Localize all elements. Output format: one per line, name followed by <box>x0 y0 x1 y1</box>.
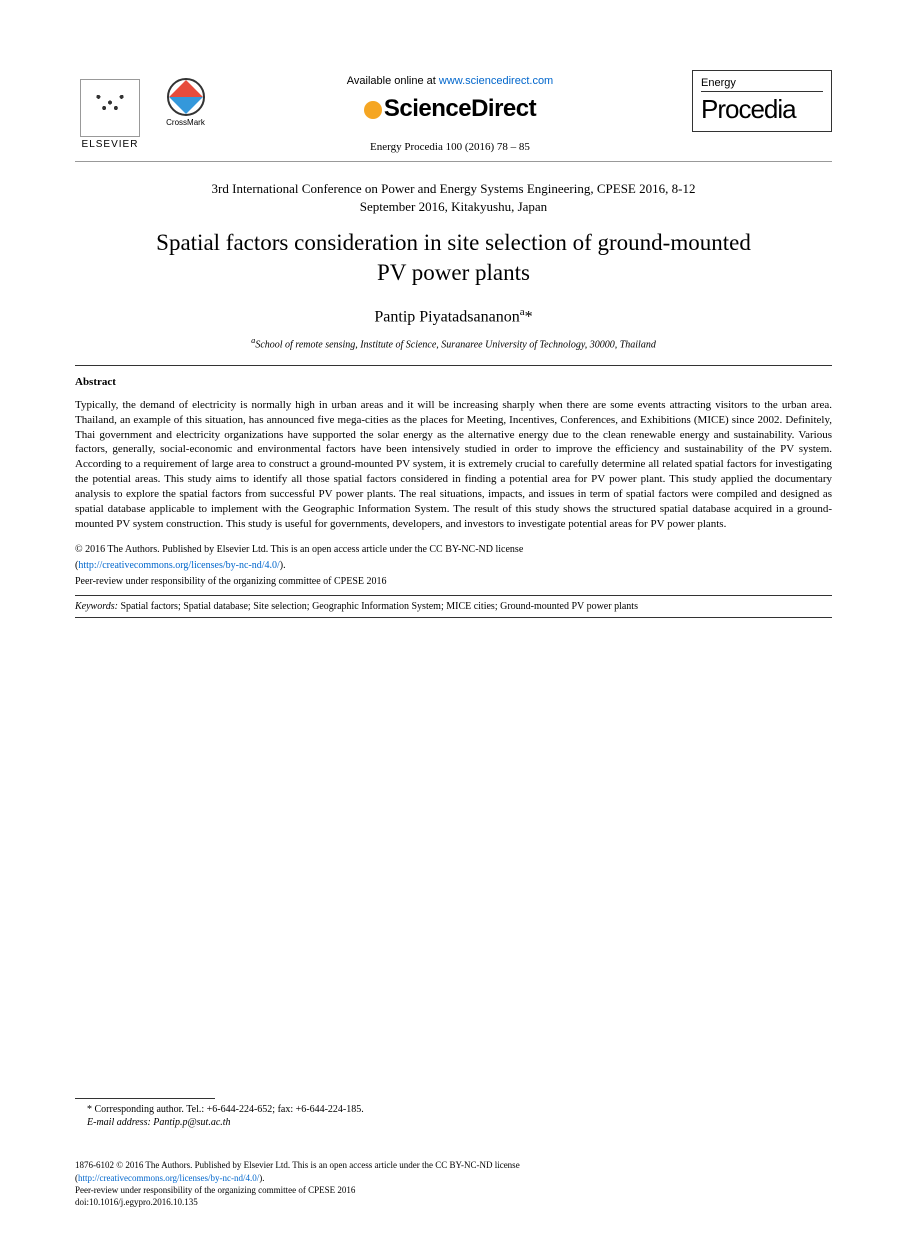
author-asterisk: * <box>525 308 533 325</box>
footer-peer-review: Peer-review under responsibility of the … <box>75 1184 832 1196</box>
available-online-text: Available online at www.sciencedirect.co… <box>208 75 692 87</box>
journal-category: Energy <box>701 77 823 92</box>
sciencedirect-icon <box>364 101 382 119</box>
crossmark-label: CrossMark <box>166 118 205 127</box>
email-line: E-mail address: Pantip.p@sut.ac.th <box>75 1117 832 1128</box>
keywords-line: Keywords: Spatial factors; Spatial datab… <box>75 595 832 613</box>
available-prefix: Available online at <box>347 75 439 87</box>
journal-logo-box: Energy Procedia <box>692 70 832 132</box>
header-row: ELSEVIER CrossMark Available online at w… <box>75 70 832 153</box>
elsevier-tree-icon <box>80 79 140 137</box>
sciencedirect-label: ScienceDirect <box>384 95 536 122</box>
footer-copyright: 1876-6102 © 2016 The Authors. Published … <box>75 1159 832 1171</box>
email-address: Pantip.p@sut.ac.th <box>151 1117 231 1128</box>
elsevier-label: ELSEVIER <box>82 139 139 150</box>
journal-name: Procedia <box>701 94 823 125</box>
footer-license-url[interactable]: http://creativecommons.org/licenses/by-n… <box>78 1173 259 1183</box>
email-label: E-mail address: <box>87 1117 151 1128</box>
corresponding-author: * Corresponding author. Tel.: +6-644-224… <box>75 1103 832 1117</box>
conference-info: 3rd International Conference on Power an… <box>75 180 832 216</box>
footnote-divider <box>75 1098 215 1099</box>
footnote-area: * Corresponding author. Tel.: +6-644-224… <box>75 1098 832 1128</box>
crossmark-circle-icon <box>167 78 205 116</box>
header-left: ELSEVIER CrossMark <box>75 70 208 150</box>
affiliation-divider <box>75 365 832 366</box>
peer-review-text: Peer-review under responsibility of the … <box>75 575 832 589</box>
article-title: Spatial factors consideration in site se… <box>75 228 832 288</box>
author-name: Pantip Piyatadsananona* <box>75 306 832 326</box>
elsevier-logo: ELSEVIER <box>75 70 145 150</box>
footer-doi: doi:10.1016/j.egypro.2016.10.135 <box>75 1196 832 1208</box>
keywords-divider <box>75 617 832 618</box>
license-line: (http://creativecommons.org/licenses/by-… <box>75 559 832 573</box>
title-line2: PV power plants <box>95 258 812 288</box>
conference-line1: 3rd International Conference on Power an… <box>75 180 832 198</box>
footer-area: 1876-6102 © 2016 The Authors. Published … <box>75 1159 832 1208</box>
crossmark-logo[interactable]: CrossMark <box>163 78 208 138</box>
sciencedirect-logo: ScienceDirect <box>208 95 692 123</box>
crossmark-inner-icon <box>169 80 203 114</box>
footer-license: (http://creativecommons.org/licenses/by-… <box>75 1172 832 1184</box>
affiliation: aSchool of remote sensing, Institute of … <box>75 336 832 350</box>
sciencedirect-url[interactable]: www.sciencedirect.com <box>439 75 553 87</box>
license-url[interactable]: http://creativecommons.org/licenses/by-n… <box>78 560 279 571</box>
copyright-line1: © 2016 The Authors. Published by Elsevie… <box>75 543 832 557</box>
abstract-heading: Abstract <box>75 376 832 388</box>
keywords-label: Keywords: <box>75 601 118 612</box>
header-center: Available online at www.sciencedirect.co… <box>208 70 692 153</box>
title-line1: Spatial factors consideration in site se… <box>95 228 812 258</box>
abstract-text: Typically, the demand of electricity is … <box>75 398 832 532</box>
citation-text: Energy Procedia 100 (2016) 78 – 85 <box>208 141 692 153</box>
affiliation-text: School of remote sensing, Institute of S… <box>255 340 656 351</box>
author-text: Pantip Piyatadsananon <box>374 308 519 325</box>
page-container: ELSEVIER CrossMark Available online at w… <box>0 0 907 1238</box>
keywords-text: Spatial factors; Spatial database; Site … <box>118 601 638 612</box>
conference-line2: September 2016, Kitakyushu, Japan <box>75 198 832 216</box>
header-divider <box>75 161 832 162</box>
